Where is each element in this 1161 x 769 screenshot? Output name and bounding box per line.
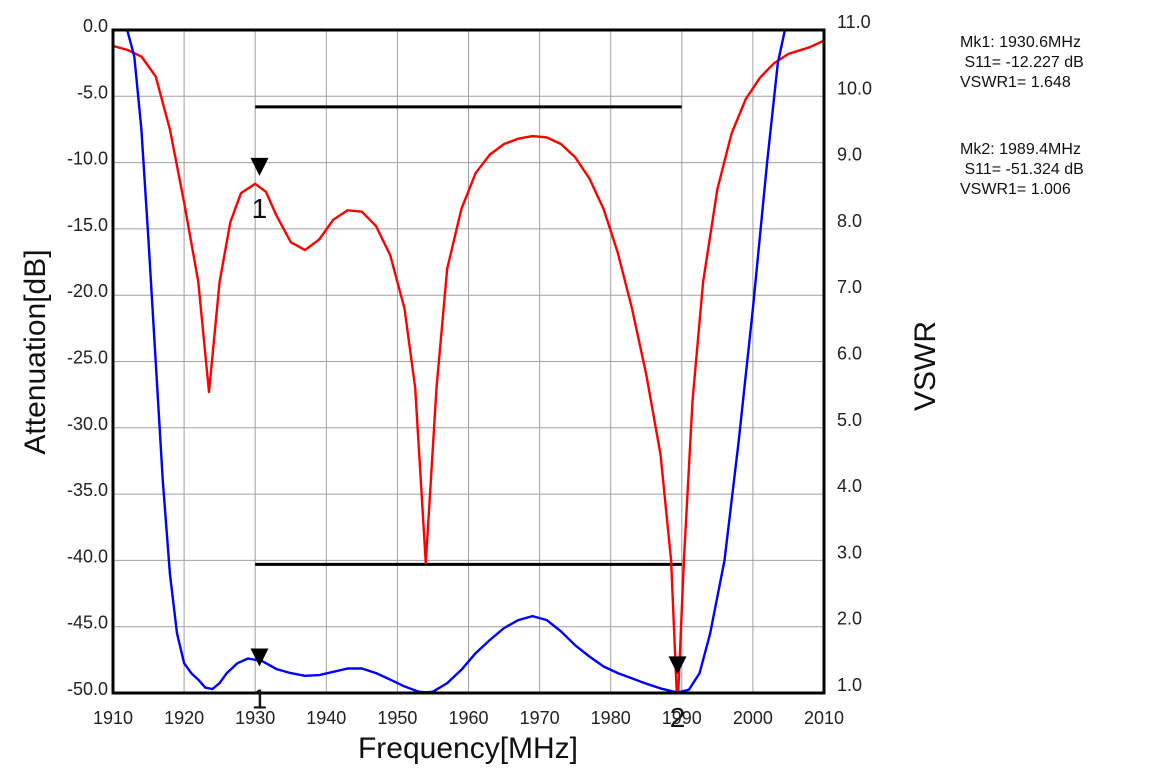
y-right-axis-title: VSWR [909, 321, 942, 411]
limit-lines [255, 105, 682, 566]
marker-1-vswr: VSWR1= 1.648 [960, 74, 1071, 91]
y-right-tick-labels: 11.0 10.0 9.0 8.0 7.0 6.0 5.0 4.0 3.0 2.0 1.0 [837, 12, 872, 695]
x-tick-label: 1970 [520, 708, 560, 728]
plot-frame [111, 28, 826, 695]
y-left-tick-label: -50.0 [67, 679, 108, 699]
y-right-tick-label: 11.0 [837, 12, 871, 32]
y-right-tick-label: 6.0 [837, 344, 862, 364]
x-tick-label: 1960 [448, 708, 488, 728]
y-left-tick-label: -40.0 [67, 546, 108, 566]
y-right-tick-label: 5.0 [837, 410, 862, 430]
y-right-tick-label: 3.0 [837, 542, 862, 562]
grid [113, 30, 824, 693]
y-left-tick-label: -30.0 [67, 414, 108, 434]
x-tick-label: 1910 [93, 708, 133, 728]
x-tick-labels: 1910 1920 1930 1940 1950 1960 1970 1980 1990 2000… [93, 708, 844, 728]
y-left-tick-label: 0.0 [83, 16, 108, 36]
x-tick-label: 2000 [733, 708, 773, 728]
y-right-tick-label: 2.0 [837, 609, 862, 629]
y-left-tick-label: -35.0 [67, 480, 108, 500]
marker-2-vswr: VSWR1= 1.006 [960, 181, 1071, 198]
marker-2-readout: Mk2: 1989.4MHz S11= -51.324 dB VSWR1= 1.… [960, 140, 1155, 200]
x-tick-label: 1940 [306, 708, 346, 728]
y-left-tick-label: -5.0 [77, 82, 108, 102]
y-right-tick-label: 1.0 [837, 675, 862, 695]
s11-series-line [113, 39, 824, 693]
y-right-tick-label: 4.0 [837, 476, 862, 496]
y-left-tick-label: -20.0 [67, 281, 108, 301]
x-tick-label: 1920 [164, 708, 204, 728]
y-left-tick-labels: 0.0 -5.0 -10.0 -15.0 -20.0 -25.0 -30.0 -35.0 -40… [67, 16, 108, 699]
markers-layer: 1 1 2 [250, 157, 687, 733]
x-tick-label: 2010 [804, 708, 844, 728]
marker-triangle [250, 157, 269, 176]
x-axis-title: Frequency[MHz] [358, 732, 578, 765]
y-left-tick-label: -25.0 [67, 348, 108, 368]
x-tick-label: 1980 [591, 708, 631, 728]
y-left-axis-title: Attenuation[dB] [19, 249, 52, 454]
y-left-tick-label: -10.0 [67, 149, 108, 169]
marker-1-frequency: Mk1: 1930.6MHz [960, 34, 1081, 51]
y-right-tick-label: 7.0 [837, 277, 862, 297]
marker-2-s11: S11= -51.324 dB [960, 161, 1084, 178]
x-tick-label: 1950 [377, 708, 417, 728]
y-left-tick-label: -45.0 [67, 613, 108, 633]
marker-1-s11: S11= -12.227 dB [960, 54, 1084, 71]
x-tick-label: 1930 [235, 708, 275, 728]
marker-triangle [668, 656, 687, 675]
marker-1-readout: Mk1: 1930.6MHz S11= -12.227 dB VSWR1= 1.… [960, 33, 1155, 93]
marker-label: 1 [252, 683, 268, 714]
y-right-tick-label: 10.0 [837, 78, 872, 98]
rf-response-chart: 1 1 2 1910 1920 1930 1940 1950 1960 1970 1980 1990… [19, 12, 942, 765]
marker-triangle [250, 648, 269, 667]
marker-label: 1 [252, 193, 268, 224]
y-right-tick-label: 8.0 [837, 211, 862, 231]
marker-2-frequency: Mk2: 1989.4MHz [960, 141, 1081, 158]
x-tick-label: 1990 [662, 708, 702, 728]
marker-label: 2 [670, 702, 686, 733]
y-left-tick-label: -15.0 [67, 215, 108, 235]
y-right-tick-label: 9.0 [837, 145, 862, 165]
